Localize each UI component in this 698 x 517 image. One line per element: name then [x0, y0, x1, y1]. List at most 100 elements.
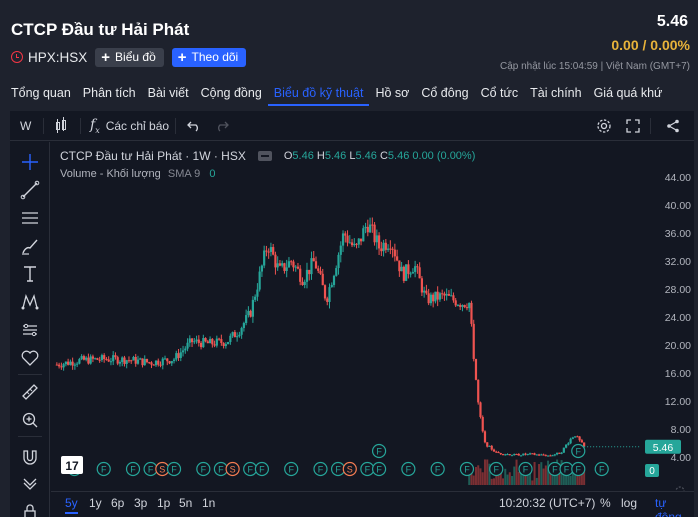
event-marker-label: S [159, 465, 165, 475]
candle [224, 344, 227, 347]
zoom-in-icon[interactable] [20, 410, 40, 430]
candle [429, 294, 433, 304]
event-marker-label: F [576, 465, 582, 475]
candle [427, 293, 430, 304]
candle [513, 453, 516, 456]
candle [240, 328, 243, 335]
candle [195, 339, 198, 342]
event-marker [571, 443, 586, 459]
undo-button[interactable] [187, 111, 201, 141]
heart-icon[interactable] [20, 348, 40, 368]
candle [184, 348, 187, 351]
tab-shareholders[interactable]: Cổ đông [421, 86, 469, 100]
fullscreen-button[interactable] [626, 111, 640, 141]
range-6p[interactable]: 6p [111, 496, 125, 510]
candle [332, 275, 336, 285]
auto-toggle[interactable]: tự động [655, 496, 682, 517]
indicators-button[interactable]: fx Các chỉ báo [90, 111, 169, 141]
y-tick-label: 16.00 [665, 368, 691, 380]
collapse-icon[interactable] [257, 151, 272, 161]
tab-profile[interactable]: Hồ sơ [375, 86, 410, 100]
chart-type-button[interactable] [56, 111, 68, 141]
event-marker-label: F [494, 465, 500, 475]
volume-bar [533, 462, 536, 485]
brush-icon[interactable] [20, 236, 40, 256]
undo-icon [187, 121, 198, 132]
candle [321, 273, 324, 286]
candle [393, 249, 396, 257]
crosshair-icon[interactable] [20, 152, 40, 172]
range-1n[interactable]: 1n [202, 496, 216, 510]
volume-bar [522, 469, 525, 485]
candle [233, 332, 236, 338]
price-chart[interactable]: 44.00 40.00 36.00 32.00 28.00 24.00 20.00 16.00… [51, 142, 694, 517]
tab-analysis[interactable]: Phân tích [82, 86, 136, 100]
candle [181, 350, 185, 353]
range-1p[interactable]: 1p [157, 496, 171, 510]
range-5y[interactable]: 5y [65, 496, 78, 514]
follow-button[interactable]: + Theo dõi [171, 47, 247, 67]
event-marker-label: F [335, 465, 341, 475]
trend-line-icon[interactable] [20, 180, 40, 200]
tab-community[interactable]: Cộng đồng [200, 86, 262, 100]
measure-lines-icon[interactable] [20, 320, 40, 340]
range-3p[interactable]: 3p [134, 496, 148, 510]
log-toggle[interactable]: log [621, 496, 638, 510]
fullscreen-icon [626, 119, 640, 133]
share-button[interactable] [666, 111, 680, 141]
tab-articles[interactable]: Bài viết [147, 86, 189, 100]
volume-bar [520, 471, 523, 485]
settings-button[interactable] [596, 111, 612, 141]
percent-toggle[interactable]: % [600, 496, 611, 510]
candle [441, 293, 444, 295]
range-1y[interactable]: 1y [89, 496, 102, 510]
magnet-icon[interactable] [20, 447, 40, 467]
text-icon[interactable] [20, 264, 40, 284]
event-marker-label: F [376, 465, 382, 475]
candle [114, 355, 117, 358]
candle [368, 224, 372, 233]
candle [544, 455, 547, 457]
tradingview-logo [61, 456, 83, 474]
range-5n[interactable]: 5n [179, 496, 193, 510]
tab-dividends[interactable]: Cổ tức [480, 86, 519, 100]
candle [217, 338, 221, 340]
lock-icon[interactable] [20, 502, 40, 517]
event-marker-label: F [259, 465, 265, 475]
candle [71, 361, 74, 366]
volume-bar [483, 459, 486, 485]
horizontal-lines-icon[interactable] [20, 208, 40, 228]
tools-divider [18, 374, 42, 375]
tab-technical-chart[interactable]: Biểu đồ kỹ thuật [267, 84, 370, 106]
event-marker [401, 461, 416, 477]
event-marker-label: F [365, 465, 371, 475]
event-marker [254, 461, 270, 477]
interval-button[interactable]: W [20, 119, 32, 133]
tab-overview[interactable]: Tổng quan [11, 86, 71, 100]
chart-button[interactable]: + Biểu đồ [95, 47, 164, 67]
pattern-icon[interactable] [20, 292, 40, 312]
candle [121, 357, 124, 362]
volume-bar [472, 475, 475, 485]
event-marker [225, 461, 240, 477]
lock-drawings-icon[interactable] [20, 475, 40, 495]
redo-button[interactable] [215, 111, 229, 141]
toolbar-divider [80, 118, 81, 134]
volume-bar [481, 472, 484, 485]
plus-icon: + [101, 48, 111, 66]
tab-financials[interactable]: Tài chính [530, 86, 582, 100]
ruler-icon[interactable] [20, 382, 40, 402]
candle [231, 332, 234, 336]
candle [344, 233, 347, 236]
candle [477, 379, 480, 403]
candle [402, 266, 405, 281]
volume-bar [542, 468, 545, 485]
candle [269, 247, 273, 252]
candle [326, 298, 329, 302]
tab-historical-prices[interactable]: Giá quá khứ [593, 86, 663, 100]
candle [215, 338, 218, 346]
candle [456, 305, 460, 307]
candle [168, 361, 171, 364]
candle [60, 366, 63, 368]
clock-time[interactable]: 10:20:32 (UTC+7) [499, 496, 596, 510]
